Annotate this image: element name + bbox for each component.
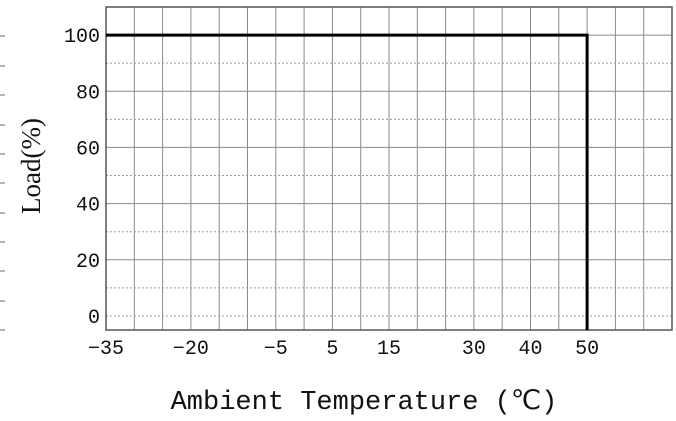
- x-tick-label: −5: [264, 338, 288, 361]
- x-tick-label: 40: [518, 338, 542, 361]
- x-axis-title: Ambient Temperature (℃): [171, 388, 558, 418]
- y-axis-title: Load(%): [16, 118, 46, 214]
- x-tick-label: −20: [173, 338, 209, 361]
- x-tick-label: 50: [575, 338, 599, 361]
- series-line: [106, 33, 589, 330]
- plot-frame: [105, 6, 673, 331]
- y-tick-label: 20: [76, 251, 100, 274]
- y-tick-label: 100: [64, 26, 100, 49]
- y-tick-label: 0: [88, 307, 100, 330]
- left-edge-ticks: [0, 35, 5, 331]
- y-tick-label: 80: [76, 82, 100, 105]
- y-tick-label: 40: [76, 195, 100, 218]
- x-tick-label: 30: [462, 338, 486, 361]
- x-tick-label: −35: [88, 338, 124, 361]
- x-tick-label: 5: [326, 338, 338, 361]
- y-tick-label: 60: [76, 138, 100, 161]
- y-tick-labels: 0 20 40 60 80 100: [64, 26, 100, 330]
- vertical-gridlines: [133, 7, 645, 330]
- series-group: [106, 33, 589, 330]
- x-tick-label: 15: [377, 338, 401, 361]
- x-tick-labels: −35 −20 −5 5 15 30 40 50: [88, 338, 599, 361]
